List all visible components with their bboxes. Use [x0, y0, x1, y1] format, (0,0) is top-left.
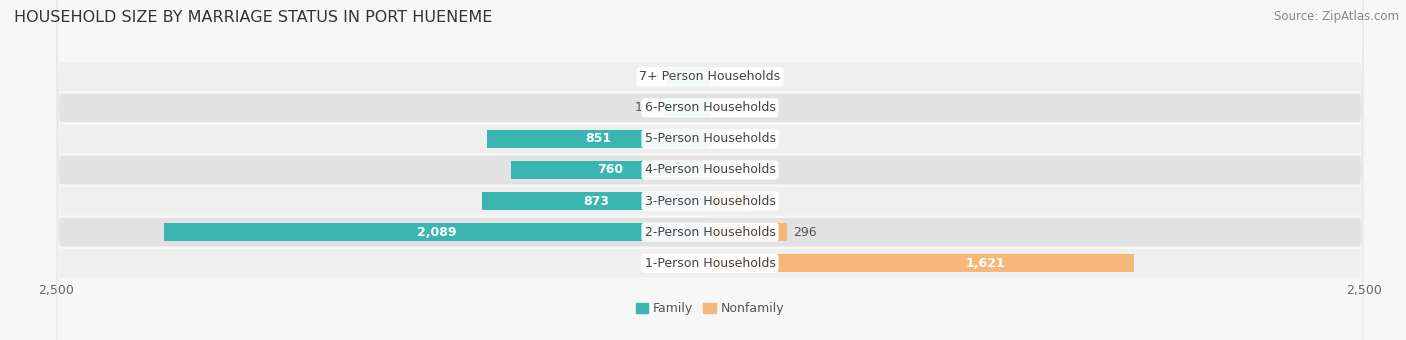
Bar	[710, 223, 787, 241]
Text: 4-Person Households: 4-Person Households	[644, 164, 776, 176]
Text: 873: 873	[583, 194, 609, 208]
Bar	[710, 99, 718, 117]
Text: 9: 9	[717, 164, 725, 176]
FancyBboxPatch shape	[56, 0, 1364, 340]
Bar	[710, 192, 747, 210]
Text: 1,621: 1,621	[966, 257, 1005, 270]
Text: 168: 168	[637, 70, 661, 83]
Bar	[512, 161, 710, 179]
Bar	[710, 130, 718, 148]
Text: 2-Person Households: 2-Person Households	[644, 226, 776, 239]
FancyBboxPatch shape	[56, 0, 1364, 340]
FancyBboxPatch shape	[56, 0, 1364, 340]
Text: 0: 0	[723, 70, 731, 83]
FancyBboxPatch shape	[56, 0, 1364, 340]
Text: 5-Person Households: 5-Person Households	[644, 132, 776, 146]
Text: 1-Person Households: 1-Person Households	[644, 257, 776, 270]
Text: 0: 0	[723, 132, 731, 146]
FancyBboxPatch shape	[56, 0, 1364, 340]
Legend: Family, Nonfamily: Family, Nonfamily	[631, 298, 789, 320]
Text: HOUSEHOLD SIZE BY MARRIAGE STATUS IN PORT HUENEME: HOUSEHOLD SIZE BY MARRIAGE STATUS IN POR…	[14, 10, 492, 25]
Text: 3-Person Households: 3-Person Households	[644, 194, 776, 208]
Bar	[666, 68, 710, 86]
Text: 0: 0	[723, 101, 731, 114]
Text: 2,089: 2,089	[418, 226, 457, 239]
FancyBboxPatch shape	[56, 0, 1364, 340]
Text: 142: 142	[752, 194, 776, 208]
Bar	[664, 99, 710, 117]
Text: 760: 760	[598, 164, 624, 176]
Bar	[710, 68, 718, 86]
Text: 296: 296	[793, 226, 817, 239]
Text: 851: 851	[586, 132, 612, 146]
Text: 7+ Person Households: 7+ Person Households	[640, 70, 780, 83]
Text: 6-Person Households: 6-Person Households	[644, 101, 776, 114]
Bar	[482, 192, 710, 210]
Bar	[488, 130, 710, 148]
Bar	[710, 254, 1135, 272]
Bar	[163, 223, 710, 241]
Text: Source: ZipAtlas.com: Source: ZipAtlas.com	[1274, 10, 1399, 23]
Bar	[710, 161, 713, 179]
Text: 175: 175	[636, 101, 659, 114]
FancyBboxPatch shape	[56, 0, 1364, 340]
